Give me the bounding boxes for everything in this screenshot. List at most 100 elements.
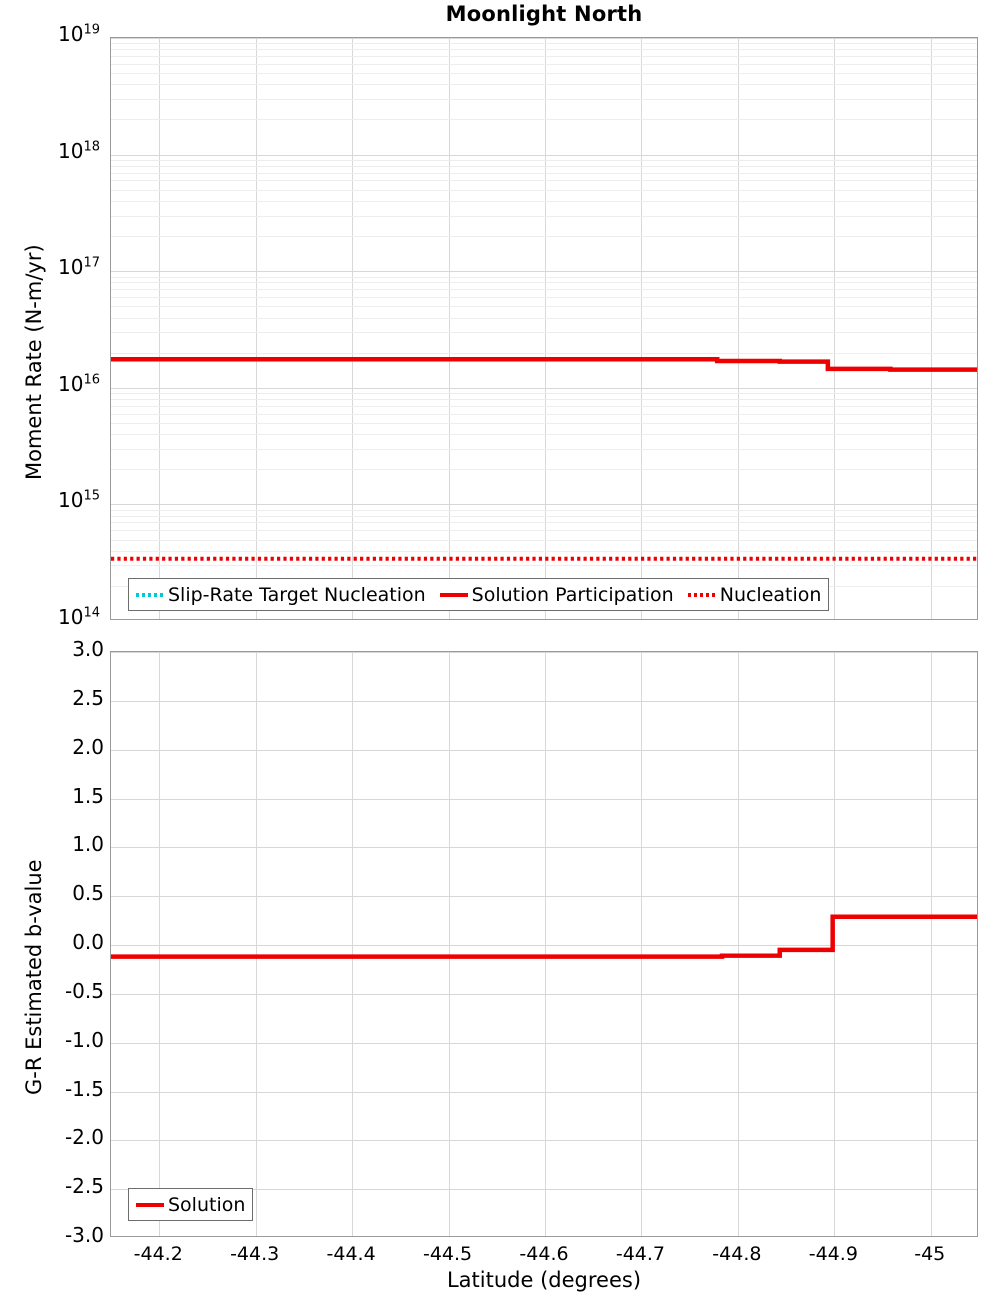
gridline-horizontal-minor [111,165,977,167]
gridline-vertical [834,38,836,619]
gridline-vertical [352,652,354,1236]
red-dotted-line-icon [687,592,716,597]
y-tick-label: 0.5 [72,881,104,906]
x-axis-label: Latitude (degrees) [446,1268,642,1292]
gridline-horizontal-minor [111,63,977,65]
red-solid-line-icon [136,1202,164,1207]
gridline-horizontal-minor [111,289,977,291]
gridline-horizontal-major [111,847,977,849]
gridline-horizontal-major [111,798,977,800]
x-tick-label: -44.7 [615,1243,666,1265]
series-line [111,914,977,959]
y-tick-label: 1.0 [72,832,104,857]
bottom-y-axis-label: G-R Estimated b-value [22,859,46,1095]
gridline-horizontal-minor [111,84,977,86]
gridline-horizontal-minor [111,282,977,284]
gridline-vertical [641,38,643,619]
gridline-horizontal-minor [111,159,977,161]
y-tick-label: -1.5 [64,1076,104,1101]
moment-rate-plot-area [110,37,978,620]
gridline-horizontal-minor [111,352,977,354]
top-data-layer [111,38,977,619]
cyan-dotted-line-icon [136,592,164,597]
gridline-horizontal-minor [111,422,977,424]
gridline-horizontal-minor [111,172,977,174]
legend-entry[interactable]: Nucleation [687,583,822,606]
y-tick-label: 0.0 [72,930,104,954]
gridline-horizontal-minor [111,236,977,238]
legend-label: Slip-Rate Target Nucleation [168,583,426,606]
y-tick-label: 1016 [58,371,100,396]
y-tick-label: 1019 [58,22,100,46]
gridline-vertical [737,38,739,619]
gridline-horizontal-minor [111,509,977,511]
top-gridlines [111,38,977,619]
gridline-horizontal-major [111,38,977,39]
gridline-horizontal-minor [111,434,977,436]
gridline-horizontal-major [111,1189,977,1191]
x-tick-label: -44.4 [326,1243,376,1265]
gridline-horizontal-minor [111,522,977,524]
x-tick-label: -44.6 [519,1243,569,1265]
gridline-vertical [159,38,161,619]
gridline-horizontal-minor [111,515,977,517]
gridline-horizontal-major [111,1140,977,1142]
y-tick-label: 1015 [58,488,100,513]
y-tick-label: -2.0 [64,1125,104,1150]
gridline-horizontal-minor [111,399,977,401]
y-tick-label: -3.0 [64,1223,104,1247]
gridline-horizontal-minor [111,215,977,217]
page-title: Moonlight North [445,2,643,26]
gridline-horizontal-minor [111,56,977,58]
y-tick-label: 1017 [58,255,100,280]
gridline-vertical [448,38,450,619]
gridline-horizontal-minor [111,565,977,567]
moment-rate-legend: Slip-Rate Target Nucleation Solution Part… [128,578,830,611]
legend-label: Nucleation [719,583,822,606]
legend-entry[interactable]: Slip-Rate Target Nucleation [136,584,426,606]
gridline-horizontal-minor [111,405,977,407]
gridline-horizontal-major [111,154,977,156]
gridline-horizontal-minor [111,276,977,278]
gridline-horizontal-minor [111,180,977,182]
gridline-vertical [737,652,739,1236]
legend-label: Solution Participation [471,583,674,606]
gridline-horizontal-minor [111,448,977,450]
gridline-horizontal-minor [111,413,977,415]
y-tick-label: -1.0 [64,1027,104,1052]
gridline-horizontal-minor [111,469,977,471]
y-tick-label: 2.0 [72,734,104,759]
gridline-horizontal-major [111,271,977,273]
x-tick-label: -44.3 [230,1243,280,1265]
gridline-horizontal-major [111,652,977,653]
legend-label: Solution [168,1193,246,1216]
legend-entry[interactable]: Solution [136,1194,245,1216]
gridline-horizontal-major [111,993,977,995]
x-tick-label: -44.8 [712,1243,762,1265]
gridline-horizontal-minor [111,43,977,45]
gridline-horizontal-minor [111,306,977,308]
gridline-horizontal-minor [111,530,977,532]
gridline-vertical [545,652,546,1236]
top-y-axis-label: Moment Rate (N-m/yr) [22,244,46,480]
gridline-vertical [352,38,354,619]
y-tick-label: -2.5 [64,1174,104,1199]
bottom-data-layer [111,652,977,1236]
legend-entry[interactable]: Solution Participation [439,583,674,606]
gridline-vertical [255,38,257,619]
x-tick-label: -44.2 [133,1243,183,1265]
gridline-vertical [930,38,932,619]
gridline-horizontal-major [111,749,977,751]
gridline-vertical [255,652,257,1236]
gridline-horizontal-minor [111,73,977,75]
gridline-vertical [545,38,546,619]
b-value-plot-area [110,651,978,1237]
gridline-horizontal-minor [111,393,977,395]
gridline-horizontal-major [111,945,977,946]
y-tick-label: 2.5 [72,685,104,710]
gridline-horizontal-major [111,700,977,702]
gridline-vertical [930,652,932,1236]
gridline-vertical [159,652,161,1236]
gridline-horizontal-major [111,387,977,389]
